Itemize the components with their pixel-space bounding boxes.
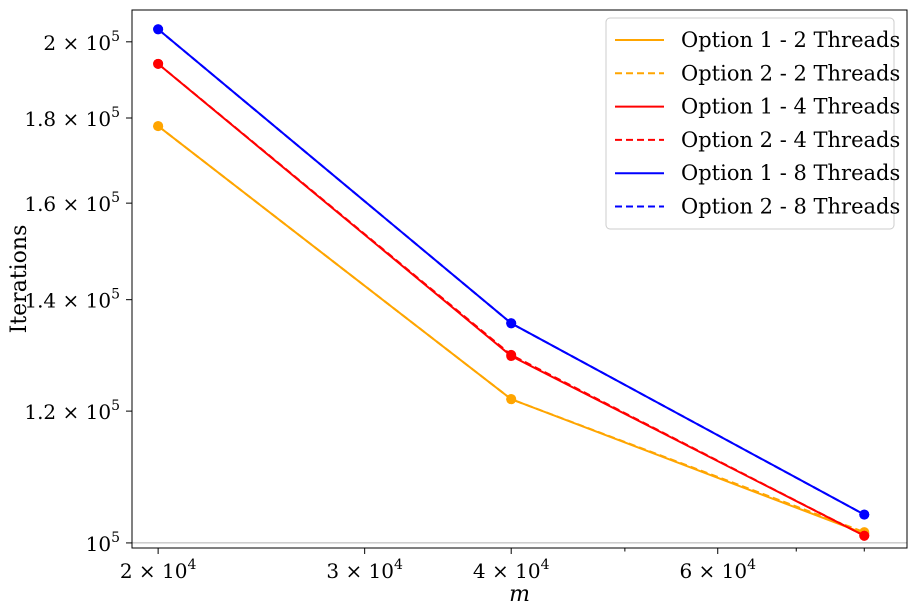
data-point: [859, 530, 870, 541]
x-tick-label: 4 × 104: [473, 557, 550, 583]
legend-label: Option 2 - 2 Threads: [681, 61, 900, 85]
y-tick-label: 1.6 × 105: [24, 190, 120, 216]
y-axis-label: Iterations: [7, 225, 32, 334]
series-layer: [153, 24, 870, 541]
series-line: [157, 28, 865, 516]
plot-frame: [131, 9, 908, 549]
x-tick-label: 2 × 104: [120, 557, 197, 583]
data-point: [506, 394, 517, 405]
legend-label: Option 2 - 8 Threads: [681, 195, 900, 219]
legend: Option 1 - 2 Threads Option 2 - 2 Threads…: [605, 17, 900, 230]
y-tick-label: 1.4 × 105: [24, 287, 120, 313]
legend-label: Option 2 - 4 Threads: [681, 128, 900, 152]
y-tick-label: 2 × 105: [43, 29, 120, 55]
legend-label: Option 1 - 4 Threads: [681, 95, 900, 119]
tick-layer: 2 × 104 3 × 104 4 × 104 6 × 104 105 1.2 × 105…: [24, 29, 865, 583]
data-point: [153, 121, 164, 132]
legend-label: Option 1 - 8 Threads: [681, 161, 900, 185]
data-point: [153, 24, 164, 35]
data-point: [153, 58, 164, 69]
x-axis-label: m: [509, 582, 530, 607]
y-tick-label: 1.2 × 105: [24, 398, 120, 424]
x-tick-label: 6 × 104: [679, 557, 756, 583]
data-point: [506, 349, 517, 360]
x-tick-label: 3 × 104: [326, 557, 403, 583]
y-tick-label: 105: [86, 530, 120, 556]
y-tick-label: 1.8 × 105: [24, 105, 120, 131]
data-point: [506, 318, 517, 329]
legend-box: [605, 17, 895, 230]
legend-label: Option 1 - 2 Threads: [681, 28, 900, 52]
data-point: [859, 509, 870, 520]
